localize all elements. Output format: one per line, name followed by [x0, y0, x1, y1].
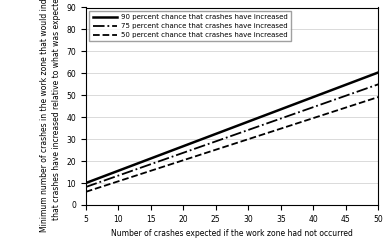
90 percent chance that crashes have increased: [369, 74, 374, 76]
50 percent chance that crashes have increased: [376, 96, 381, 98]
90 percent chance that crashes have increased: [224, 128, 229, 131]
50 percent chance that crashes have increased: [242, 139, 246, 142]
75 percent chance that crashes have increased: [242, 130, 246, 133]
Line: 50 percent chance that crashes have increased: 50 percent chance that crashes have incr…: [86, 97, 378, 192]
Line: 75 percent chance that crashes have increased: 75 percent chance that crashes have incr…: [86, 84, 378, 187]
90 percent chance that crashes have increased: [323, 91, 328, 94]
X-axis label: Number of crashes expected if the work zone had not occurred: Number of crashes expected if the work z…: [111, 229, 353, 238]
Y-axis label: Minimum number of crashes in the work zone that would indicate
that crashes have: Minimum number of crashes in the work zo…: [40, 0, 61, 232]
75 percent chance that crashes have increased: [224, 136, 229, 139]
90 percent chance that crashes have increased: [83, 182, 88, 184]
75 percent chance that crashes have increased: [369, 85, 374, 88]
Legend: 90 percent chance that crashes have increased, 75 percent chance that crashes ha: 90 percent chance that crashes have incr…: [89, 11, 291, 42]
50 percent chance that crashes have increased: [224, 145, 229, 148]
75 percent chance that crashes have increased: [83, 186, 88, 188]
75 percent chance that crashes have increased: [222, 137, 227, 140]
50 percent chance that crashes have increased: [222, 145, 227, 148]
75 percent chance that crashes have increased: [257, 124, 262, 128]
75 percent chance that crashes have increased: [323, 101, 328, 104]
50 percent chance that crashes have increased: [83, 190, 88, 193]
90 percent chance that crashes have increased: [222, 129, 227, 132]
Line: 90 percent chance that crashes have increased: 90 percent chance that crashes have incr…: [86, 72, 378, 183]
50 percent chance that crashes have increased: [369, 98, 374, 101]
90 percent chance that crashes have increased: [376, 71, 381, 74]
50 percent chance that crashes have increased: [257, 134, 262, 137]
90 percent chance that crashes have increased: [242, 122, 246, 125]
90 percent chance that crashes have increased: [257, 116, 262, 119]
75 percent chance that crashes have increased: [376, 83, 381, 86]
50 percent chance that crashes have increased: [323, 113, 328, 116]
